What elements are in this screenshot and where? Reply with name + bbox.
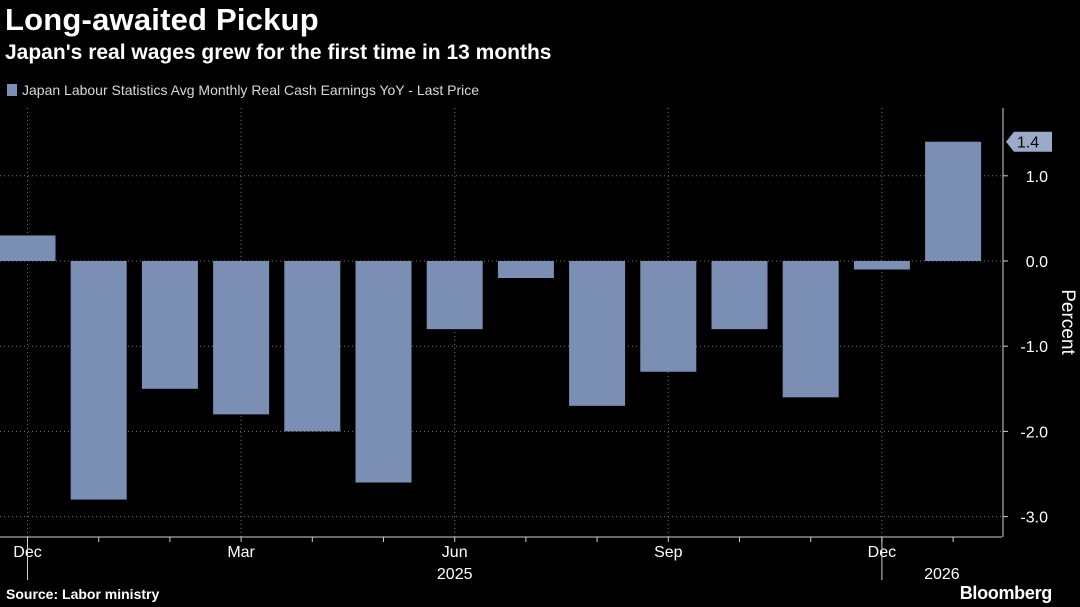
bar	[497, 261, 554, 279]
bar	[355, 261, 412, 483]
bar	[0, 235, 56, 261]
y-tick-label: -3.0	[1020, 510, 1048, 527]
bar	[853, 261, 910, 270]
bloomberg-logo: Bloomberg	[959, 583, 1053, 603]
source-note: Source: Labor ministry	[6, 586, 160, 602]
y-tick-label: 0.0	[1026, 254, 1048, 271]
bar	[213, 261, 270, 415]
bar	[782, 261, 839, 398]
bar	[925, 141, 982, 261]
x-year-label: 2026	[924, 566, 960, 583]
bar	[640, 261, 697, 372]
y-tick-label: 1.0	[1026, 169, 1048, 186]
y-tick-label: -2.0	[1020, 424, 1048, 441]
bar	[426, 261, 483, 330]
x-year-label: 2025	[437, 566, 473, 583]
x-tick-label: Sep	[654, 544, 683, 561]
bar	[284, 261, 341, 432]
x-tick-label: Mar	[227, 544, 255, 561]
chart-title: Long-awaited Pickup	[5, 2, 319, 37]
y-tick-label: -1.0	[1020, 339, 1048, 356]
legend-label: Japan Labour Statistics Avg Monthly Real…	[22, 82, 480, 98]
bar	[141, 261, 198, 389]
x-tick-label: Jun	[442, 544, 468, 561]
last-value-label: 1.4	[1017, 135, 1039, 152]
legend: Japan Labour Statistics Avg Monthly Real…	[7, 82, 479, 98]
bar	[70, 261, 127, 500]
legend-swatch	[7, 84, 17, 96]
y-axis-title: Percent	[1057, 289, 1078, 355]
bar	[569, 261, 626, 406]
bar	[711, 261, 768, 330]
last-value-tag	[1006, 131, 1052, 152]
chart-subtitle: Japan's real wages grew for the first ti…	[5, 41, 552, 64]
